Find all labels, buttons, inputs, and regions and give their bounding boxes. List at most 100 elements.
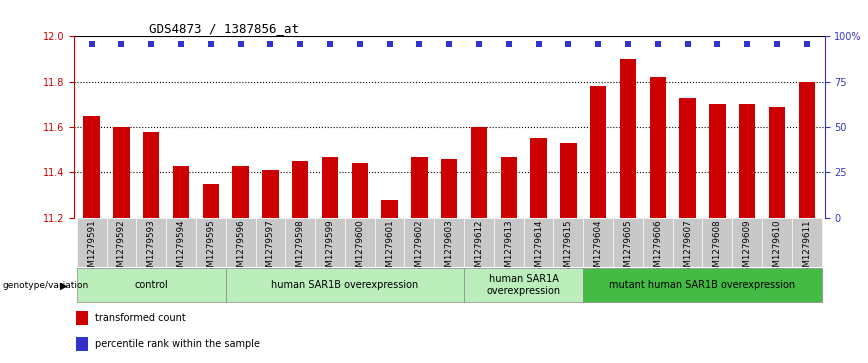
Bar bbox=[530, 138, 547, 218]
Bar bbox=[554, 218, 583, 267]
Bar bbox=[411, 156, 428, 218]
Text: human SAR1B overexpression: human SAR1B overexpression bbox=[272, 280, 418, 290]
Text: genotype/variation: genotype/variation bbox=[3, 281, 89, 290]
Bar bbox=[322, 156, 339, 218]
Bar bbox=[709, 105, 726, 218]
Bar bbox=[643, 218, 673, 267]
Bar bbox=[76, 311, 89, 325]
Bar bbox=[83, 116, 100, 218]
Bar bbox=[673, 218, 702, 267]
Text: GSM1279613: GSM1279613 bbox=[504, 219, 513, 278]
Text: GSM1279600: GSM1279600 bbox=[355, 219, 365, 278]
Bar bbox=[434, 218, 464, 267]
Bar bbox=[196, 218, 226, 267]
Bar bbox=[136, 218, 166, 267]
Bar bbox=[381, 200, 398, 218]
Bar bbox=[76, 268, 226, 302]
Bar bbox=[739, 105, 755, 218]
Point bbox=[651, 42, 665, 48]
Text: GSM1279614: GSM1279614 bbox=[534, 219, 543, 278]
Bar bbox=[113, 127, 129, 218]
Bar bbox=[315, 218, 345, 267]
Bar bbox=[792, 218, 822, 267]
Text: GSM1279598: GSM1279598 bbox=[296, 219, 305, 278]
Bar bbox=[173, 166, 189, 218]
Bar bbox=[76, 218, 107, 267]
Bar bbox=[501, 156, 517, 218]
Point bbox=[293, 42, 307, 48]
Text: GSM1279595: GSM1279595 bbox=[207, 219, 215, 278]
Point bbox=[383, 42, 397, 48]
Point bbox=[115, 42, 128, 48]
Text: GSM1279591: GSM1279591 bbox=[87, 219, 96, 278]
Text: ▶: ▶ bbox=[60, 281, 67, 291]
Bar bbox=[107, 218, 136, 267]
Text: GSM1279601: GSM1279601 bbox=[385, 219, 394, 278]
Bar bbox=[166, 218, 196, 267]
Text: transformed count: transformed count bbox=[95, 313, 187, 323]
Point bbox=[353, 42, 367, 48]
Bar bbox=[649, 77, 666, 218]
Point bbox=[442, 42, 457, 48]
Bar bbox=[226, 268, 464, 302]
Point bbox=[264, 42, 278, 48]
Point bbox=[531, 42, 545, 48]
Bar bbox=[680, 98, 696, 218]
Bar bbox=[226, 218, 255, 267]
Bar bbox=[494, 218, 523, 267]
Point bbox=[412, 42, 426, 48]
Point bbox=[621, 42, 635, 48]
Bar bbox=[733, 218, 762, 267]
Bar bbox=[286, 218, 315, 267]
Bar bbox=[255, 218, 286, 267]
Text: GSM1279608: GSM1279608 bbox=[713, 219, 722, 278]
Bar bbox=[620, 59, 636, 218]
Point bbox=[681, 42, 694, 48]
Text: control: control bbox=[135, 280, 168, 290]
Bar bbox=[613, 218, 643, 267]
Text: GSM1279603: GSM1279603 bbox=[444, 219, 454, 278]
Bar bbox=[762, 218, 792, 267]
Point bbox=[204, 42, 218, 48]
Point bbox=[323, 42, 337, 48]
Bar bbox=[76, 337, 89, 351]
Bar bbox=[464, 268, 583, 302]
Text: GDS4873 / 1387856_at: GDS4873 / 1387856_at bbox=[149, 22, 299, 35]
Text: GSM1279606: GSM1279606 bbox=[654, 219, 662, 278]
Bar bbox=[464, 218, 494, 267]
Bar bbox=[352, 163, 368, 218]
Text: GSM1279596: GSM1279596 bbox=[236, 219, 245, 278]
Bar bbox=[345, 218, 375, 267]
Point bbox=[591, 42, 605, 48]
Point bbox=[472, 42, 486, 48]
Text: GSM1279611: GSM1279611 bbox=[802, 219, 812, 278]
Text: GSM1279610: GSM1279610 bbox=[773, 219, 781, 278]
Text: GSM1279607: GSM1279607 bbox=[683, 219, 692, 278]
Text: mutant human SAR1B overexpression: mutant human SAR1B overexpression bbox=[609, 280, 795, 290]
Point bbox=[710, 42, 724, 48]
Text: GSM1279592: GSM1279592 bbox=[117, 219, 126, 278]
Bar bbox=[202, 184, 219, 218]
Bar bbox=[441, 159, 457, 218]
Point bbox=[562, 42, 575, 48]
Bar bbox=[292, 161, 308, 218]
Bar bbox=[233, 166, 249, 218]
Point bbox=[770, 42, 784, 48]
Bar bbox=[590, 86, 607, 218]
Point bbox=[144, 42, 158, 48]
Text: GSM1279612: GSM1279612 bbox=[475, 219, 483, 278]
Point bbox=[740, 42, 754, 48]
Bar bbox=[769, 107, 786, 218]
Text: GSM1279594: GSM1279594 bbox=[176, 219, 186, 278]
Point bbox=[174, 42, 188, 48]
Bar bbox=[560, 143, 576, 218]
Bar bbox=[470, 127, 487, 218]
Text: GSM1279599: GSM1279599 bbox=[326, 219, 334, 278]
Point bbox=[799, 42, 813, 48]
Text: human SAR1A
overexpression: human SAR1A overexpression bbox=[487, 274, 561, 296]
Bar bbox=[799, 82, 815, 218]
Point bbox=[233, 42, 247, 48]
Text: GSM1279604: GSM1279604 bbox=[594, 219, 602, 278]
Bar bbox=[583, 218, 613, 267]
Text: GSM1279605: GSM1279605 bbox=[623, 219, 633, 278]
